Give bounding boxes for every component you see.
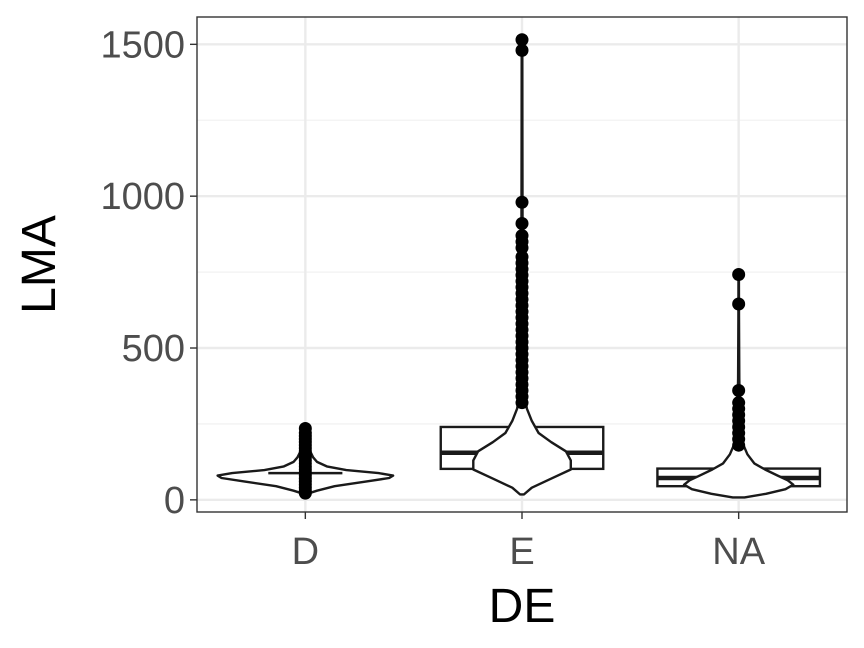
outlier-point [732, 396, 746, 410]
y-tick-label: 1000 [100, 176, 185, 218]
outlier-point [515, 217, 529, 231]
group-na [656, 268, 822, 499]
outlier-point [298, 421, 312, 435]
outlier-point [732, 384, 746, 398]
y-tick-label: 1500 [100, 24, 185, 66]
outlier-point [515, 43, 529, 57]
x-axis: D E NA [292, 512, 766, 573]
group-d [216, 421, 395, 500]
outlier-point [515, 229, 529, 243]
y-tick-label: 0 [164, 480, 185, 522]
group-e [439, 33, 605, 496]
y-tick-label: 500 [122, 328, 185, 370]
x-axis-title: DE [489, 580, 556, 633]
x-tick-label: E [509, 531, 534, 573]
y-axis: 0 500 1000 1500 [100, 24, 197, 522]
x-tick-label: D [292, 531, 319, 573]
outlier-point [515, 195, 529, 209]
outlier-point [515, 33, 529, 47]
y-axis-title: LMA [13, 215, 66, 314]
chart-marks [216, 33, 822, 500]
outlier-point [515, 250, 529, 264]
outlier-point [732, 297, 746, 311]
outlier-point [732, 268, 746, 282]
x-tick-label: NA [712, 531, 765, 573]
